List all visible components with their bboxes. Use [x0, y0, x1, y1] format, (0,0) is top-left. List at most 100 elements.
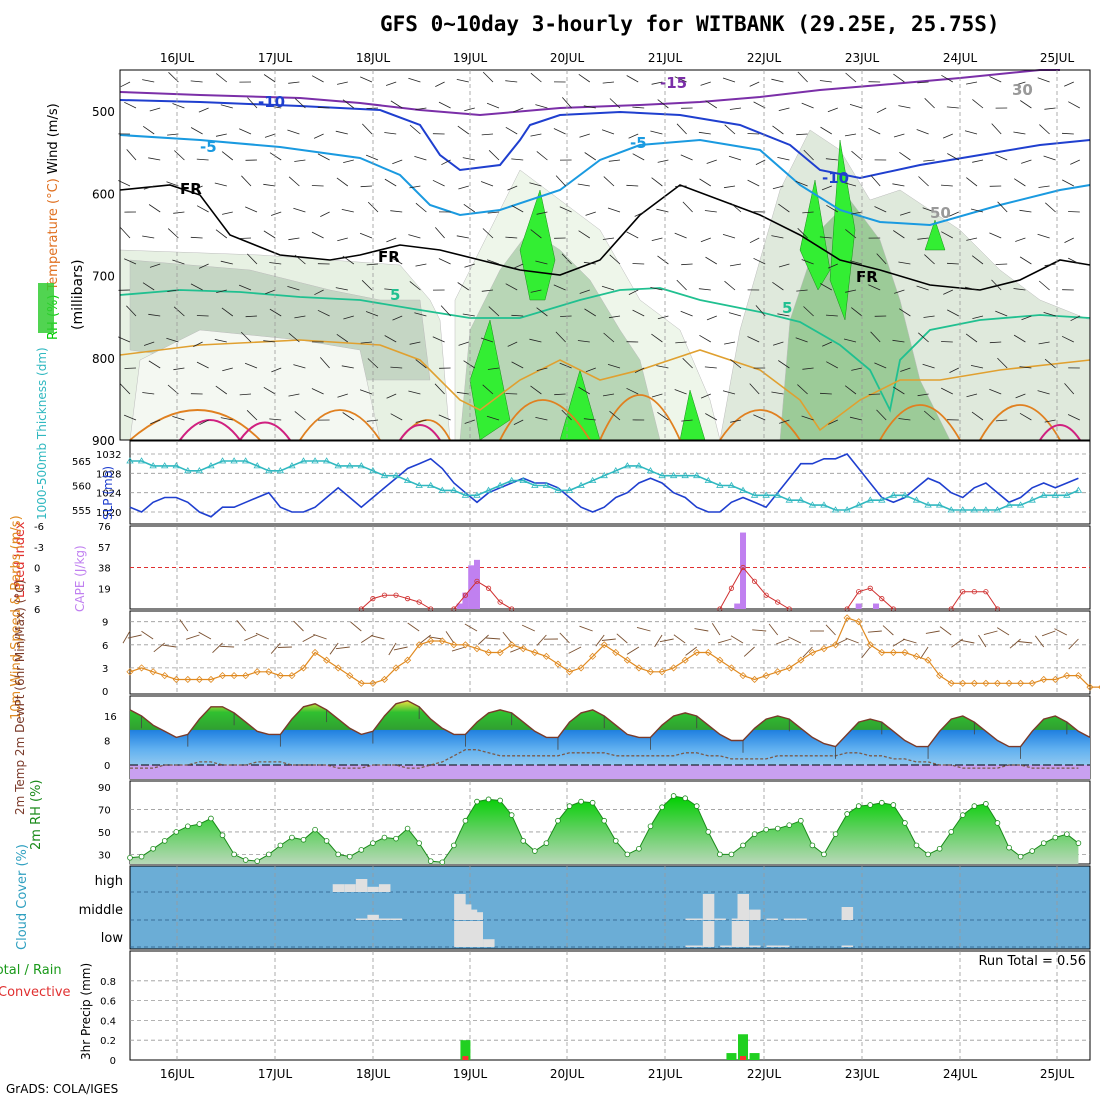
- wind-barb: [844, 385, 857, 395]
- wind-barb: [628, 133, 639, 139]
- wind-barb: [656, 365, 669, 369]
- li-marker: [775, 599, 781, 605]
- wind-barb: [359, 232, 373, 239]
- precip-tick-label: 0.2: [100, 1036, 116, 1047]
- wind-speed-marker: [693, 648, 701, 657]
- wind-barb: [797, 71, 808, 83]
- wind-barb: [1038, 341, 1050, 345]
- thickness-marker: [218, 457, 227, 464]
- wind-barb: [584, 308, 597, 317]
- wind-barb: [271, 367, 282, 373]
- wind-barb: [874, 206, 887, 213]
- wind-barb: [700, 81, 711, 86]
- rh-marker: [346, 853, 353, 860]
- wind-barb: [384, 178, 397, 187]
- top-day-tick-label: 18JUL: [356, 51, 391, 65]
- wind-speed-marker: [450, 641, 458, 649]
- rh-marker: [786, 822, 793, 828]
- surface-wind-barb: [244, 634, 258, 641]
- wind-barb: [337, 237, 348, 242]
- wind-barb: [536, 211, 548, 215]
- wind-barb: [409, 281, 421, 291]
- wind-barb: [386, 237, 397, 243]
- thickness-marker: [785, 496, 793, 503]
- wind-barb: [997, 201, 1008, 213]
- chart-title: GFS 0~10day 3-hourly for WITBANK (29.25E…: [380, 12, 1000, 36]
- cloud-block: [749, 945, 761, 947]
- wind-barb: [965, 333, 978, 343]
- wind-barb: [367, 201, 379, 213]
- wind-barb: [311, 185, 324, 187]
- wind-barb: [680, 154, 693, 161]
- surface-wind-barb: [902, 638, 917, 644]
- wind-barb: [609, 410, 621, 421]
- wind-barb: [190, 236, 203, 239]
- wind-barb: [899, 211, 911, 216]
- wind-barb: [723, 185, 736, 189]
- wind-barb: [222, 367, 233, 372]
- wind-barb: [530, 289, 542, 293]
- wind-barb: [432, 336, 445, 343]
- wind-barb: [554, 393, 566, 396]
- bottom-day-tick-label: 25JUL: [1040, 1067, 1075, 1081]
- thickness-marker: [160, 462, 169, 469]
- thickness-marker: [600, 471, 608, 479]
- wind-speed-marker: [230, 672, 238, 680]
- wind-barb: [1064, 383, 1075, 395]
- thickness-marker: [843, 506, 851, 513]
- wind-barb: [892, 386, 905, 395]
- contour-label: 50: [930, 204, 951, 222]
- surface-wind-barb: [1009, 638, 1021, 649]
- wind-barb: [488, 306, 500, 317]
- surface-wind-barb: [428, 636, 443, 640]
- wind-barb: [559, 206, 572, 213]
- wind-barb: [167, 228, 179, 239]
- cross-section-ylabel-part: Temperature (°C): [46, 178, 61, 294]
- cape-bar: [468, 565, 475, 609]
- rh-tick-label: 30: [98, 850, 111, 861]
- wind-barb: [513, 263, 524, 269]
- cloud-panel-background: [129, 865, 1091, 950]
- wind-barb: [1037, 77, 1050, 83]
- wind-barb: [507, 185, 518, 191]
- pressure-axis-unit-label: (millibars): [70, 259, 86, 330]
- wind-barb: [220, 260, 233, 265]
- wind-barb: [796, 289, 808, 292]
- wind-barb: [336, 177, 349, 187]
- rh-marker: [520, 838, 527, 844]
- wind-barb: [916, 285, 929, 291]
- wind-barb: [753, 257, 766, 265]
- rh-marker: [601, 817, 608, 824]
- thickness-marker: [473, 491, 481, 498]
- wind-barb: [457, 125, 470, 135]
- wind-barb: [1070, 315, 1080, 322]
- rh-marker: [462, 817, 469, 824]
- wind-barb: [849, 104, 863, 109]
- wind-barb: [607, 364, 621, 369]
- li-marker: [462, 592, 469, 598]
- wind-barb: [1068, 211, 1080, 213]
- surface-wind-barb: [861, 646, 871, 659]
- wind-barb: [632, 263, 645, 265]
- wind-barb: [651, 393, 663, 398]
- wind-barb: [244, 362, 258, 369]
- wind-barb: [923, 315, 935, 318]
- surface-wind-barb: [939, 626, 952, 636]
- wind-speed-marker: [831, 641, 840, 649]
- cloud-block: [841, 907, 854, 920]
- wind-speed-marker: [901, 648, 909, 657]
- thickness-axis-label: 1000-500mb Thickness (dm): [35, 347, 49, 520]
- wind-barb: [634, 367, 645, 374]
- surface-wind-barb: [978, 634, 987, 648]
- wind-barb: [753, 414, 766, 421]
- wind-barb: [238, 284, 252, 291]
- wind-barb: [947, 153, 959, 161]
- wind-barb: [657, 255, 669, 265]
- wind-barb: [457, 282, 470, 291]
- wind-barb: [246, 410, 258, 421]
- wind-barb: [989, 341, 1002, 344]
- wind-barb: [239, 128, 252, 135]
- wind-barb: [482, 71, 494, 83]
- wind-barb: [894, 289, 905, 294]
